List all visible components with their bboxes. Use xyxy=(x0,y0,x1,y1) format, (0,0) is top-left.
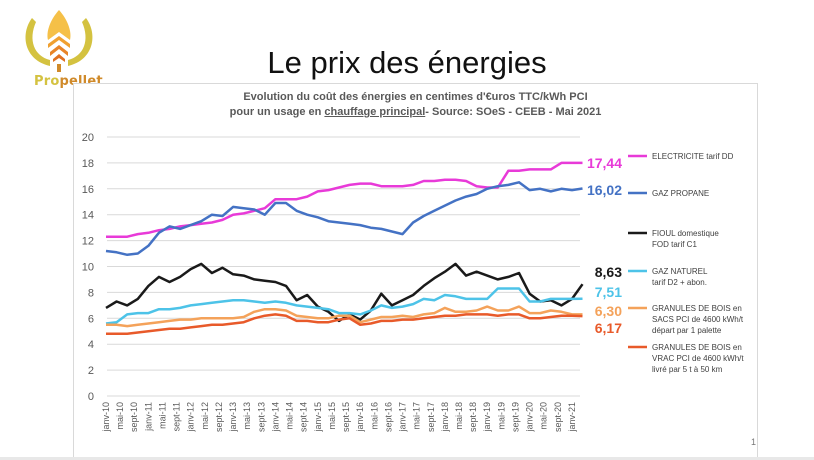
legend-label: FOD tarif C1 xyxy=(652,240,697,249)
y-tick-label: 10 xyxy=(82,262,94,274)
legend-label: ELECTRICITE tarif DD xyxy=(652,152,734,161)
end-value-label: 7,51 xyxy=(595,284,622,300)
slide-title: Le prix des énergies xyxy=(267,45,547,80)
x-tick-label: janv-19 xyxy=(482,402,492,433)
y-tick-label: 0 xyxy=(88,391,94,403)
x-tick-label: janv-15 xyxy=(313,402,323,433)
x-tick-label: janv-20 xyxy=(525,402,535,433)
series-line-4 xyxy=(106,305,583,328)
x-tick-label: mai-11 xyxy=(157,402,167,429)
y-tick-label: 18 xyxy=(82,158,94,170)
x-tick-label: mai-20 xyxy=(539,402,549,430)
x-tick-label: janv-18 xyxy=(440,402,450,433)
bottom-divider xyxy=(0,457,814,460)
chart-title-line1: Evolution du coût des énergies en centim… xyxy=(243,91,588,103)
x-tick-label: janv-14 xyxy=(270,402,280,433)
x-tick-label: sept-12 xyxy=(214,402,224,432)
legend-label: GAZ PROPANE xyxy=(652,189,709,198)
chart-title-post: - Source: SOeS - CEEB - Mai 2021 xyxy=(425,106,602,118)
legend-label: VRAC PCI de 4600 kWh/t xyxy=(652,354,744,363)
end-value-label: 8,63 xyxy=(595,264,622,280)
series-line-5 xyxy=(106,313,583,336)
x-tick-label: janv-10 xyxy=(101,402,111,433)
x-tick-label: sept-10 xyxy=(129,402,139,432)
end-value-label: 17,44 xyxy=(587,155,622,171)
x-tick-label: sept-18 xyxy=(468,402,478,432)
y-tick-label: 12 xyxy=(82,236,94,248)
x-tick-label: sept-20 xyxy=(553,402,563,432)
y-tick-label: 14 xyxy=(82,210,94,222)
y-tick-label: 20 xyxy=(82,132,94,144)
x-tick-label: sept-13 xyxy=(256,402,266,432)
series-line-3 xyxy=(105,287,583,325)
end-value-label: 16,02 xyxy=(587,182,622,198)
y-tick-label: 8 xyxy=(88,287,94,299)
y-tick-label: 4 xyxy=(88,339,94,351)
series-line-2 xyxy=(105,262,584,323)
x-tick-label: janv-17 xyxy=(398,402,408,433)
x-tick-label: mai-14 xyxy=(285,402,295,430)
x-tick-label: mai-15 xyxy=(327,402,337,430)
chart-title-line2: pour un usage en chauffage principal- So… xyxy=(74,105,757,120)
x-tick-label: janv-13 xyxy=(228,402,238,433)
x-tick-label: sept-17 xyxy=(426,402,436,432)
series-line-0 xyxy=(106,161,583,238)
legend-label: FIOUL domestique xyxy=(652,229,719,238)
end-value-label: 6,17 xyxy=(595,320,622,336)
x-tick-label: mai-12 xyxy=(200,402,210,430)
legend-label: tarif D2 + abon. xyxy=(652,278,707,287)
legend-label: livré par 5 t à 50 km xyxy=(652,365,723,374)
chart-title-underlined: chauffage principal xyxy=(324,106,426,118)
x-tick-label: mai-13 xyxy=(242,402,252,430)
x-tick-label: sept-14 xyxy=(299,402,309,432)
series-line-1 xyxy=(105,181,583,257)
page-number: 1 xyxy=(751,437,757,447)
logo-flame-icon xyxy=(25,10,93,72)
line-chart: 0 2 4 6 8 10 12 14 16 18 20 janv-10 mai-10 sept-10 jan… xyxy=(82,132,745,433)
legend-label: SACS PCI de 4600 kWh/t xyxy=(652,315,744,324)
end-value-label: 6,30 xyxy=(595,303,622,319)
x-tick-label: sept-11 xyxy=(172,402,182,431)
x-tick-label: janv-12 xyxy=(186,402,196,433)
y-tick-label: 2 xyxy=(88,365,94,377)
x-tick-label: mai-17 xyxy=(412,402,422,430)
legend-label: GRANULES DE BOIS en xyxy=(652,304,742,313)
chart-container: Evolution du coût des énergies en centim… xyxy=(73,83,758,459)
x-tick-label: janv-16 xyxy=(355,402,365,433)
y-tick-label: 16 xyxy=(82,184,94,196)
x-tick-label: janv-21 xyxy=(567,402,577,433)
x-tick-label: mai-10 xyxy=(115,402,125,430)
legend-label: GAZ NATUREL xyxy=(652,267,708,276)
legend-label: départ par 1 palette xyxy=(652,326,722,335)
x-tick-label: janv-11 xyxy=(143,402,153,432)
x-tick-label: sept-19 xyxy=(510,402,520,432)
x-tick-label: mai-19 xyxy=(496,402,506,430)
y-tick-label: 6 xyxy=(88,313,94,325)
x-tick-label: mai-16 xyxy=(369,402,379,430)
logo-text-pro: Pro xyxy=(34,74,60,89)
legend-label: GRANULES DE BOIS en xyxy=(652,343,742,352)
x-tick-label: mai-18 xyxy=(454,402,464,430)
chart-title-pre: pour un usage en xyxy=(229,106,325,118)
x-tick-label: sept-15 xyxy=(341,402,351,432)
x-tick-label: sept-16 xyxy=(383,402,393,432)
